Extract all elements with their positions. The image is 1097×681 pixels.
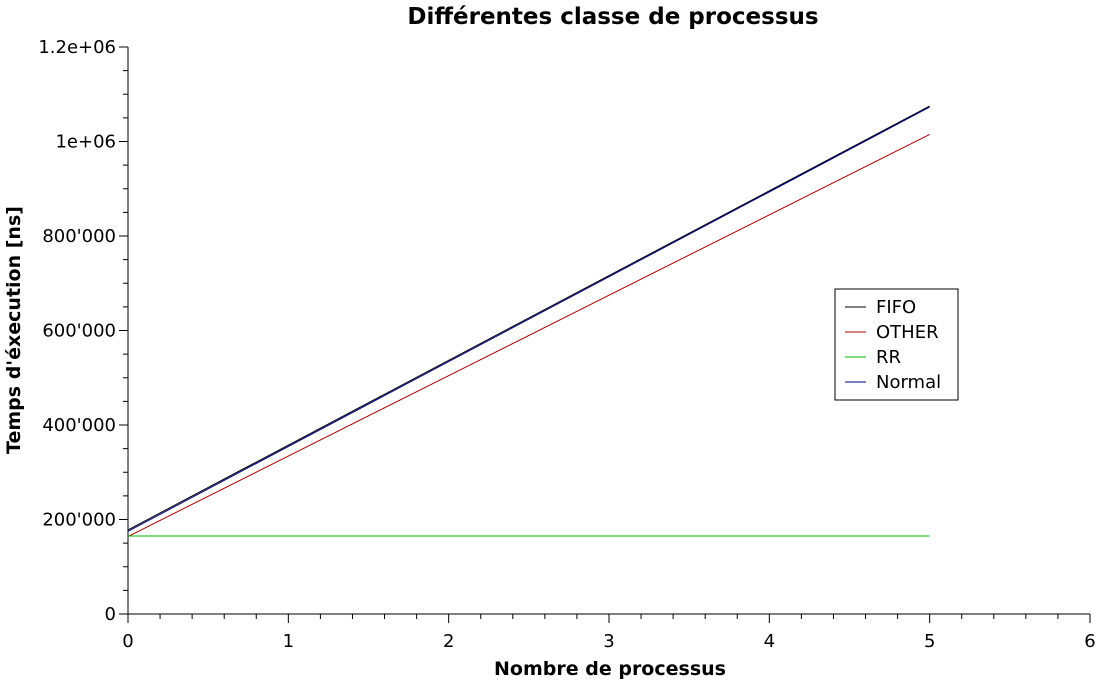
x-tick-label: 4	[764, 631, 775, 652]
series-line-fifo	[127, 105, 930, 531]
y-tick-label: 400'000	[42, 415, 116, 436]
series-line-normal	[127, 106, 930, 532]
series-line-other	[127, 133, 930, 537]
legend-label-fifo: FIFO	[876, 297, 916, 318]
legend-label-normal: Normal	[876, 372, 941, 393]
y-tick-label: 1e+06	[55, 132, 116, 153]
x-tick-label: 0	[122, 631, 133, 652]
y-tick-label: 0	[105, 604, 116, 625]
series-lines	[127, 105, 930, 537]
x-tick-label: 1	[283, 631, 294, 652]
y-tick-label: 800'000	[42, 226, 116, 247]
y-tick-label: 200'000	[42, 510, 116, 531]
x-axis-label: Nombre de processus	[494, 658, 726, 680]
x-tick-label: 5	[924, 631, 935, 652]
x-tick-label: 3	[603, 631, 614, 652]
y-tick-label: 1.2e+06	[38, 37, 116, 58]
axes: 0 1 2 3 4 5 6 0 200'000 400'000 600'000 800'000 1e+0…	[38, 37, 1095, 652]
x-tick-label: 2	[443, 631, 454, 652]
x-tick-label: 6	[1084, 631, 1095, 652]
chart-title: Différentes classe de processus	[407, 4, 818, 30]
y-tick-label: 600'000	[42, 321, 116, 342]
legend: FIFO OTHER RR Normal	[834, 288, 959, 401]
legend-label-other: OTHER	[876, 322, 939, 343]
y-axis-label: Temps d'éxecution [ns]	[3, 206, 25, 454]
legend-label-rr: RR	[876, 347, 901, 368]
